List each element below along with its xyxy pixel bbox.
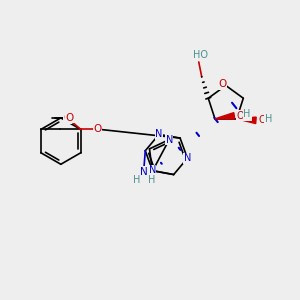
Text: N: N	[184, 153, 191, 163]
Text: OH: OH	[258, 115, 273, 125]
Text: N: N	[166, 135, 173, 145]
Text: H: H	[265, 114, 272, 124]
Text: HO: HO	[193, 50, 208, 60]
Text: N: N	[155, 129, 163, 139]
Text: H: H	[243, 110, 250, 119]
Text: H: H	[133, 175, 140, 184]
Text: O: O	[66, 112, 74, 123]
Text: O: O	[219, 79, 227, 89]
Text: N: N	[140, 167, 148, 176]
Polygon shape	[237, 117, 256, 124]
Text: O: O	[94, 124, 102, 134]
Text: H: H	[148, 175, 155, 184]
Text: N: N	[148, 166, 156, 176]
Text: O: O	[63, 113, 72, 123]
Polygon shape	[215, 112, 235, 119]
Text: OH: OH	[237, 111, 252, 121]
